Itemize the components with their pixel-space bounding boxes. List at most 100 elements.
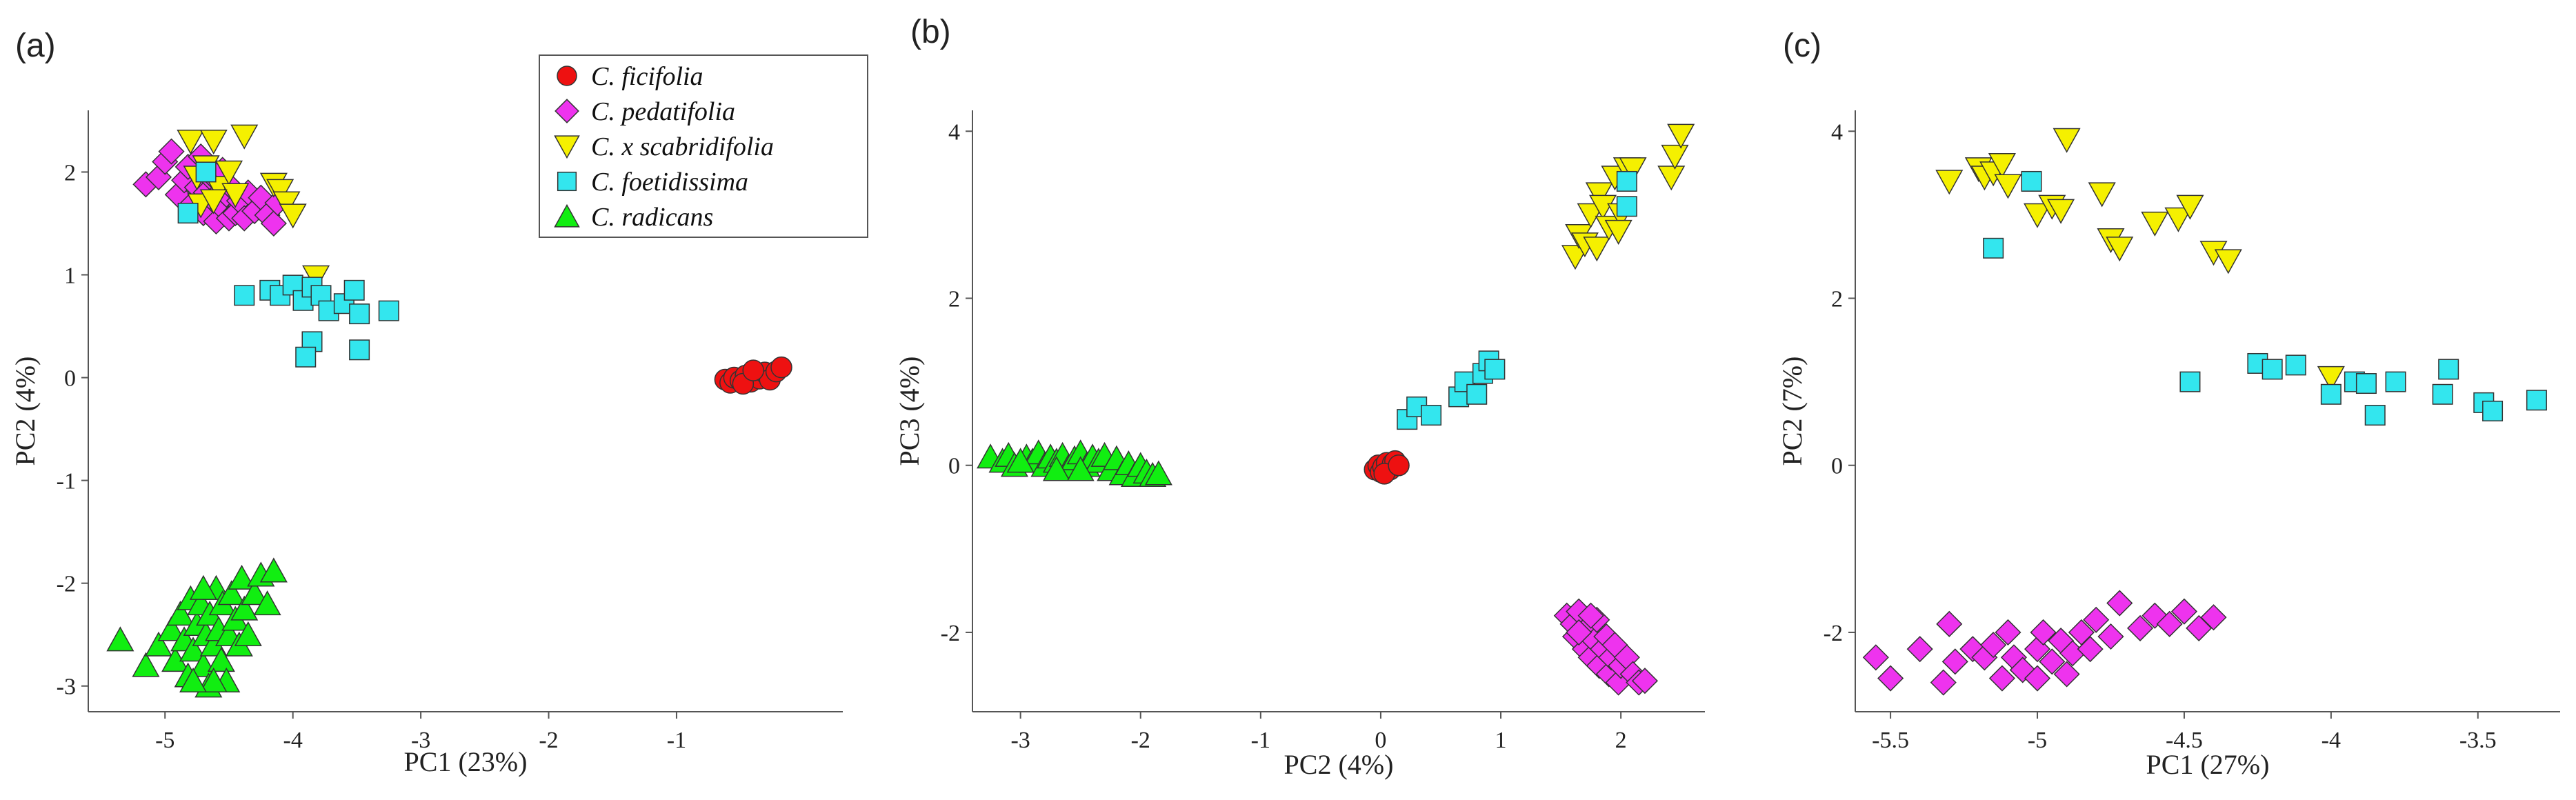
data-point-foetidissima [2438, 359, 2459, 380]
data-point-scabridifolia [2106, 237, 2134, 262]
data-point-foetidissima [1484, 359, 1506, 380]
data-point-radicans [189, 574, 217, 600]
legend-label-radicans: C. radicans [591, 203, 713, 232]
x-tick-label: -3 [411, 728, 430, 753]
x-tick-label: 0 [1375, 728, 1386, 753]
y-tick-label: 0 [1831, 454, 1843, 479]
x-tick-label: -5 [155, 728, 174, 753]
series-scabridifolia [1561, 123, 1695, 270]
data-point-scabridifolia [2053, 128, 2081, 153]
data-point-scabridifolia [214, 160, 243, 186]
data-point-pedatifolia [2053, 661, 2080, 688]
legend: C. ficifolia C. pedatifolia C. x scabridif… [539, 54, 868, 238]
legend-marker-ficifolia [557, 66, 577, 86]
data-point-foetidissima [1616, 170, 1637, 192]
data-point-pedatifolia [1988, 665, 2015, 692]
data-point-radicans [1066, 456, 1095, 481]
data-point-radicans [207, 647, 235, 672]
legend-marker-scabridifolia [554, 135, 580, 159]
data-point-radicans [217, 580, 246, 606]
data-point-foetidissima [1983, 237, 2004, 259]
plot-b: -3 -2 -1 0 1 2 -2 0 2 4 PC2 (4%) PC3 (4%) [894, 110, 1705, 780]
data-point-pedatifolia [1906, 636, 1933, 663]
data-point-pedatifolia [1941, 648, 1968, 675]
data-point-radicans [132, 652, 160, 677]
data-point-foetidissima [2482, 401, 2504, 421]
legend-marker-pedatifolia [555, 99, 579, 123]
data-point-scabridifolia [279, 203, 307, 229]
data-point-pedatifolia [1995, 619, 2021, 646]
data-point-scabridifolia [2176, 194, 2204, 220]
data-point-scabridifolia [2214, 249, 2242, 274]
data-point-radicans [230, 595, 259, 621]
data-point-scabridifolia [1988, 153, 2016, 179]
x-tick-label: 2 [1615, 728, 1627, 753]
data-point-foetidissima [2021, 170, 2042, 192]
data-point-scabridifolia [1585, 182, 1613, 208]
data-point-pedatifolia [2083, 606, 2110, 633]
series-scabridifolia [1935, 128, 2345, 391]
data-point-scabridifolia [2088, 182, 2116, 208]
x-tick-label: -5 [2028, 728, 2047, 753]
series-ficifolia [1364, 450, 1410, 485]
data-point-radicans [1042, 456, 1070, 481]
panel-letter-a: (a) [15, 28, 56, 64]
y-axis-title: PC2 (4%) [10, 357, 41, 466]
y-axis-title: PC3 (4%) [894, 357, 925, 466]
legend-label-foetidissima: C. foetidissima [591, 168, 748, 197]
y-tick-label: 1 [64, 263, 76, 288]
data-point-foetidissima [1466, 383, 1488, 405]
series-radicans [977, 439, 1172, 487]
y-tick-label: 4 [948, 119, 960, 145]
data-point-scabridifolia [272, 191, 301, 217]
x-tick-label: -2 [539, 728, 558, 753]
plot-a: -5 -4 -3 -2 -1 -3 -2 -1 0 1 2 PC1 (23%) PC2 (4%) [10, 110, 843, 777]
data-point-radicans [179, 667, 208, 692]
data-point-radicans [259, 557, 288, 583]
data-point-pedatifolia [2039, 648, 2066, 675]
data-point-scabridifolia [1935, 170, 1964, 195]
data-point-scabridifolia [1604, 219, 1633, 245]
data-point-scabridifolia [177, 130, 205, 155]
x-tick-label: -4 [283, 728, 303, 753]
y-axis-title: PC2 (7%) [1777, 357, 1808, 466]
data-point-ficifolia [1388, 454, 1410, 477]
y-tick-label: 2 [1831, 287, 1843, 312]
data-point-scabridifolia [230, 124, 259, 150]
data-point-scabridifolia [199, 130, 228, 155]
legend-label-scabridifolia: C. x scabridifolia [591, 132, 774, 161]
data-point-foetidissima [177, 203, 199, 224]
data-point-radicans [166, 601, 194, 626]
data-point-radicans [228, 564, 256, 590]
legend-box [539, 54, 868, 238]
data-point-foetidissima [1616, 196, 1637, 217]
data-point-pedatifolia [2077, 636, 2104, 663]
data-point-foetidissima [2364, 405, 2386, 426]
y-tick-label: 2 [64, 160, 76, 186]
y-tick-label: -2 [57, 572, 76, 597]
y-tick-label: 2 [948, 287, 960, 312]
series-foetidissima [177, 161, 399, 368]
data-point-ficifolia [770, 356, 792, 379]
plot-c: -5.5 -5 -4.5 -4 -3.5 -2 0 2 4 PC1 (27%) PC2 (7%) [1777, 110, 2560, 780]
y-tick-label: -2 [941, 621, 960, 646]
data-point-scabridifolia [1583, 237, 1611, 262]
data-point-scabridifolia [1657, 166, 1686, 191]
data-point-radicans [241, 580, 269, 606]
y-tick-label: -3 [57, 674, 76, 700]
data-point-foetidissima [2355, 373, 2377, 394]
data-point-radicans [1144, 460, 1172, 486]
data-point-pedatifolia [2024, 665, 2051, 692]
data-point-pedatifolia [1877, 665, 1904, 692]
data-point-radicans [234, 621, 262, 646]
data-point-scabridifolia [221, 183, 250, 208]
data-point-pedatifolia [1930, 669, 1957, 696]
data-point-foetidissima [2385, 371, 2406, 392]
data-point-pedatifolia [1566, 619, 1592, 646]
x-tick-label: -3.5 [2459, 728, 2497, 753]
data-point-foetidissima [349, 339, 370, 361]
data-point-scabridifolia [1619, 157, 1647, 183]
series-pedatifolia [1553, 598, 1659, 696]
data-point-ficifolia [742, 359, 764, 381]
